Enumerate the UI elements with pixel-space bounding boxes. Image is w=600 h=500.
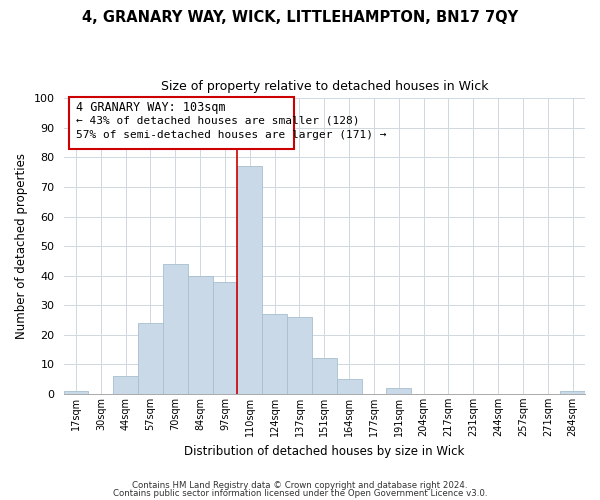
Bar: [188, 276, 212, 394]
Bar: [163, 264, 188, 394]
Bar: [212, 282, 238, 394]
Bar: [64, 391, 88, 394]
Bar: [287, 317, 312, 394]
Text: 4, GRANARY WAY, WICK, LITTLEHAMPTON, BN17 7QY: 4, GRANARY WAY, WICK, LITTLEHAMPTON, BN1…: [82, 10, 518, 25]
Text: 4 GRANARY WAY: 103sqm: 4 GRANARY WAY: 103sqm: [76, 100, 226, 114]
FancyBboxPatch shape: [68, 97, 295, 148]
X-axis label: Distribution of detached houses by size in Wick: Distribution of detached houses by size …: [184, 444, 464, 458]
Bar: [262, 314, 287, 394]
Bar: [386, 388, 411, 394]
Y-axis label: Number of detached properties: Number of detached properties: [15, 153, 28, 339]
Bar: [560, 391, 585, 394]
Bar: [113, 376, 138, 394]
Text: 57% of semi-detached houses are larger (171) →: 57% of semi-detached houses are larger (…: [76, 130, 387, 140]
Title: Size of property relative to detached houses in Wick: Size of property relative to detached ho…: [161, 80, 488, 93]
Text: Contains public sector information licensed under the Open Government Licence v3: Contains public sector information licen…: [113, 488, 487, 498]
Text: ← 43% of detached houses are smaller (128): ← 43% of detached houses are smaller (12…: [76, 116, 360, 126]
Text: Contains HM Land Registry data © Crown copyright and database right 2024.: Contains HM Land Registry data © Crown c…: [132, 481, 468, 490]
Bar: [138, 323, 163, 394]
Bar: [337, 379, 362, 394]
Bar: [312, 358, 337, 394]
Bar: [238, 166, 262, 394]
